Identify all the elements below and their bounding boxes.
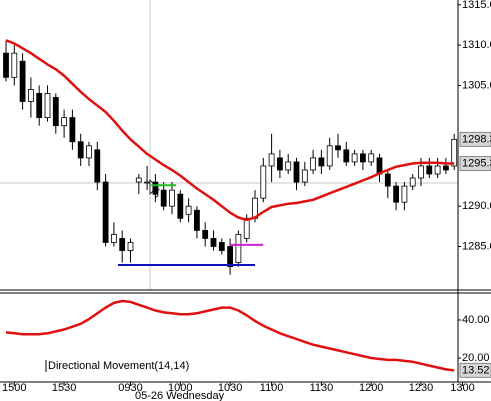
- y-tick-label: 1305.0: [462, 79, 491, 91]
- legend-label: Directional Movement(14,14): [48, 360, 189, 372]
- y-tick-label: 1310.0: [462, 39, 491, 51]
- candle-body: [202, 229, 209, 239]
- candle-body: [384, 173, 391, 187]
- candle-body: [119, 238, 126, 251]
- candle-body: [335, 145, 341, 151]
- y-tick-label: 1315.0: [462, 0, 491, 11]
- last-value-label: 13.52: [462, 364, 490, 376]
- candle-body: [393, 185, 400, 203]
- x-axis-label: 05-26 Wednesday: [135, 390, 225, 401]
- last-value-box: [459, 131, 491, 147]
- candle-body: [94, 149, 101, 183]
- x-tick-label: 1500: [2, 382, 26, 394]
- candle-body: [69, 117, 76, 143]
- candle-body: [102, 181, 109, 243]
- candle-body: [152, 181, 159, 195]
- candle-body: [401, 185, 408, 203]
- candle-body: [293, 161, 300, 183]
- candle-body: [185, 205, 192, 215]
- candle-body: [77, 141, 84, 159]
- x-tick-label: 0930: [118, 382, 142, 394]
- y-tick-label: 40.00: [462, 314, 490, 326]
- candle-body: [86, 145, 92, 159]
- series-line: [5, 299, 455, 372]
- candle-body: [169, 189, 175, 207]
- candle-body: [227, 246, 234, 268]
- candle-body: [276, 157, 283, 171]
- candle-body: [36, 93, 43, 119]
- candle-body: [301, 169, 308, 183]
- candle-body: [451, 138, 458, 167]
- candle-body: [193, 209, 200, 231]
- candle-body: [243, 217, 250, 239]
- candle-body: [61, 117, 67, 127]
- series-line: [5, 39, 455, 222]
- candle-body: [235, 234, 242, 264]
- candle-body: [442, 165, 449, 171]
- candle-body: [426, 165, 433, 175]
- candle-body: [351, 153, 358, 163]
- candle-body: [160, 189, 167, 207]
- last-value-box: [459, 362, 491, 378]
- candle-body: [409, 177, 416, 187]
- last-value-box: [459, 156, 491, 172]
- last-value-label: 1298.3: [462, 133, 491, 145]
- candle-body: [285, 161, 292, 171]
- x-tick-label: 1100: [260, 382, 284, 394]
- candle-body: [127, 242, 134, 251]
- candle-body: [135, 177, 142, 183]
- candle-body: [359, 153, 366, 163]
- candle-body: [434, 165, 441, 175]
- x-tick-label: 1130: [310, 382, 334, 394]
- candle-body: [27, 89, 34, 102]
- y-tick-label: 1290.0: [462, 200, 491, 212]
- candle-body: [268, 153, 275, 167]
- candle-body: [111, 234, 117, 243]
- candle-body: [44, 93, 51, 119]
- candle-body: [144, 181, 151, 184]
- candle-body: [310, 157, 317, 171]
- candle-body: [326, 145, 333, 167]
- candle-body: [218, 242, 225, 251]
- x-tick-label: 1000: [168, 382, 192, 394]
- candle-body: [177, 193, 184, 219]
- candle-body: [260, 165, 267, 199]
- x-tick-label: 1030: [218, 382, 242, 394]
- x-tick-label: 1300: [450, 382, 474, 394]
- candle-body: [19, 60, 26, 102]
- candle-body: [318, 157, 325, 167]
- y-tick-label: 1285.0: [462, 240, 491, 252]
- x-tick-label: 1230: [409, 382, 433, 394]
- candle-body: [3, 52, 9, 78]
- candle-body: [368, 153, 375, 163]
- candle-body: [11, 52, 18, 78]
- candle-body: [343, 149, 350, 163]
- candle-body: [210, 238, 217, 247]
- last-value-label: 1295.3: [462, 157, 491, 169]
- candle-body: [52, 97, 59, 127]
- y-tick-label: 20.00: [462, 352, 490, 364]
- candle-body: [418, 165, 424, 179]
- x-tick-label: 1200: [359, 382, 383, 394]
- x-tick-label: 1530: [52, 382, 76, 394]
